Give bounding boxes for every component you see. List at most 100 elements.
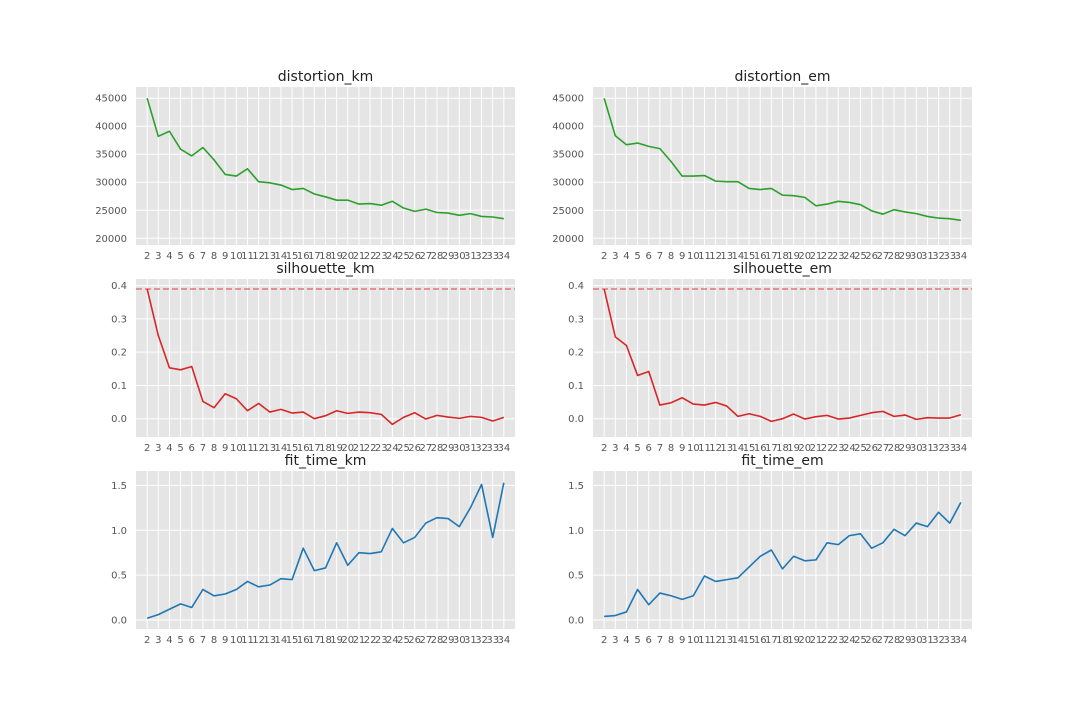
silhouette-em-x-tick-label: 28 xyxy=(888,443,901,454)
distortion-km-x-tick-label: 30 xyxy=(453,251,466,262)
silhouette-em-x-tick-label: 7 xyxy=(657,443,663,454)
silhouette-km-x-tick-label: 30 xyxy=(453,443,466,454)
fit-time-km-x-tick-label: 2 xyxy=(144,635,150,646)
distortion-em-x-tick-label: 13 xyxy=(720,251,733,262)
fit-time-em-x-tick-label: 29 xyxy=(899,635,912,646)
silhouette-km-x-tick-label: 3 xyxy=(155,443,161,454)
silhouette-km-y-tick-label: 0.2 xyxy=(111,348,127,359)
distortion-em-x-tick-label: 22 xyxy=(821,251,834,262)
fit-time-em-x-tick-label: 23 xyxy=(832,635,845,646)
fit-time-km-x-tick-label: 17 xyxy=(308,635,321,646)
silhouette-km-x-tick-label: 34 xyxy=(497,443,510,454)
distortion-km-x-tick-label: 12 xyxy=(252,251,265,262)
distortion-km-x-tick-label: 24 xyxy=(386,251,399,262)
distortion-km-x-tick-label: 26 xyxy=(408,251,421,262)
fit-time-km-x-tick-label: 10 xyxy=(230,635,243,646)
fit-time-km-y-tick-label: 1.0 xyxy=(111,526,127,537)
fit-time-em-x-tick-label: 28 xyxy=(888,635,901,646)
fit-time-km-x-tick-label: 30 xyxy=(453,635,466,646)
fit-time-em-x-tick-label: 34 xyxy=(954,635,967,646)
distortion-em-x-tick-label: 9 xyxy=(679,251,685,262)
fit-time-km-x-tick-label: 7 xyxy=(200,635,206,646)
distortion-km-x-tick-label: 5 xyxy=(177,251,183,262)
distortion-km-y-tick-label: 20000 xyxy=(95,234,127,245)
fit-time-km-x-tick-label: 22 xyxy=(364,635,377,646)
distortion-km-y-tick-label: 40000 xyxy=(95,122,127,133)
fit-time-km-x-tick-label: 11 xyxy=(241,635,254,646)
fit-time-em-y-tick-label: 1.5 xyxy=(568,481,584,492)
fit-time-km-x-tick-label: 5 xyxy=(177,635,183,646)
distortion-km-x-tick-label: 15 xyxy=(286,251,299,262)
silhouette-km-x-tick-label: 24 xyxy=(386,443,399,454)
distortion-km-x-tick-label: 2 xyxy=(144,251,150,262)
fit-time-em-x-tick-label: 8 xyxy=(668,635,674,646)
silhouette-km-x-tick-label: 32 xyxy=(475,443,488,454)
silhouette-em-x-tick-label: 14 xyxy=(732,443,745,454)
silhouette-km-x-tick-label: 10 xyxy=(230,443,243,454)
distortion-km-panel: 2 3 4 5 6 7 8 9 10111213141516171819202122232425… xyxy=(95,69,515,262)
silhouette-km-x-tick-label: 33 xyxy=(486,443,499,454)
distortion-em-x-tick-label: 33 xyxy=(943,251,956,262)
fit-time-em-x-tick-label: 3 xyxy=(612,635,618,646)
silhouette-km-x-tick-label: 25 xyxy=(397,443,410,454)
fit-time-km-x-tick-label: 15 xyxy=(286,635,299,646)
fit-time-km-x-tick-label: 4 xyxy=(166,635,172,646)
distortion-em-x-tick-label: 20 xyxy=(798,251,811,262)
distortion-km-series-line xyxy=(146,97,504,220)
distortion-km-x-tick-label: 10 xyxy=(230,251,243,262)
distortion-km-title: distortion_km xyxy=(278,69,373,85)
distortion-km-x-tick-label: 23 xyxy=(375,251,388,262)
silhouette-em-x-tick-label: 26 xyxy=(865,443,878,454)
fit-time-km-x-tick-label: 12 xyxy=(252,635,265,646)
silhouette-km-x-tick-label: 29 xyxy=(442,443,455,454)
silhouette-km-title: silhouette_km xyxy=(276,261,374,277)
silhouette-em-x-tick-label: 25 xyxy=(854,443,867,454)
fit-time-km-x-tick-label: 18 xyxy=(319,635,332,646)
distortion-km-x-tick-label: 16 xyxy=(297,251,310,262)
distortion-em-x-tick-label: 15 xyxy=(743,251,756,262)
fit-time-km-x-tick-label: 6 xyxy=(189,635,195,646)
silhouette-em-x-tick-label: 2 xyxy=(601,443,607,454)
distortion-km-x-tick-label: 8 xyxy=(211,251,217,262)
distortion-em-x-tick-label: 25 xyxy=(854,251,867,262)
distortion-km-x-tick-label: 31 xyxy=(464,251,477,262)
fit-time-em-x-tick-label: 15 xyxy=(743,635,756,646)
fit-time-km-x-tick-label: 34 xyxy=(497,635,510,646)
distortion-km-x-tick-label: 4 xyxy=(166,251,172,262)
distortion-em-x-tick-label: 7 xyxy=(657,251,663,262)
silhouette-km-x-tick-label: 21 xyxy=(353,443,366,454)
silhouette-km-x-tick-label: 2 xyxy=(144,443,150,454)
fit-time-km-x-tick-label: 31 xyxy=(464,635,477,646)
silhouette-km-x-tick-label: 16 xyxy=(297,443,310,454)
fit-time-em-x-tick-label: 10 xyxy=(687,635,700,646)
silhouette-km-x-tick-label: 6 xyxy=(189,443,195,454)
fit-time-km-y-tick-label: 0.5 xyxy=(111,571,127,582)
silhouette-em-x-tick-label: 33 xyxy=(943,443,956,454)
distortion-km-x-tick-label: 28 xyxy=(431,251,444,262)
silhouette-em-x-tick-label: 12 xyxy=(709,443,722,454)
distortion-km-x-tick-label: 11 xyxy=(241,251,254,262)
silhouette-em-y-tick-label: 0.1 xyxy=(568,381,584,392)
distortion-em-x-tick-label: 4 xyxy=(623,251,629,262)
fit-time-em-x-tick-label: 14 xyxy=(732,635,745,646)
distortion-km-x-tick-label: 19 xyxy=(330,251,343,262)
silhouette-km-y-tick-label: 0.4 xyxy=(111,281,127,292)
silhouette-km-x-tick-label: 5 xyxy=(177,443,183,454)
silhouette-em-x-tick-label: 9 xyxy=(679,443,685,454)
fit-time-km-x-tick-label: 33 xyxy=(486,635,499,646)
fit-time-em-x-tick-label: 18 xyxy=(776,635,789,646)
fit-time-km-x-tick-label: 27 xyxy=(419,635,432,646)
distortion-em-title: distortion_em xyxy=(735,69,831,85)
fit-time-em-x-tick-label: 33 xyxy=(943,635,956,646)
silhouette-em-x-tick-label: 8 xyxy=(668,443,674,454)
distortion-em-x-tick-label: 23 xyxy=(832,251,845,262)
fit-time-em-x-tick-label: 32 xyxy=(932,635,945,646)
distortion-em-y-tick-label: 25000 xyxy=(552,206,584,217)
distortion-km-x-tick-label: 29 xyxy=(442,251,455,262)
distortion-em-x-tick-label: 6 xyxy=(646,251,652,262)
distortion-em-x-tick-label: 17 xyxy=(765,251,778,262)
silhouette-em-title: silhouette_em xyxy=(733,261,832,277)
distortion-em-y-tick-label: 45000 xyxy=(552,94,584,105)
silhouette-em-x-tick-label: 6 xyxy=(646,443,652,454)
